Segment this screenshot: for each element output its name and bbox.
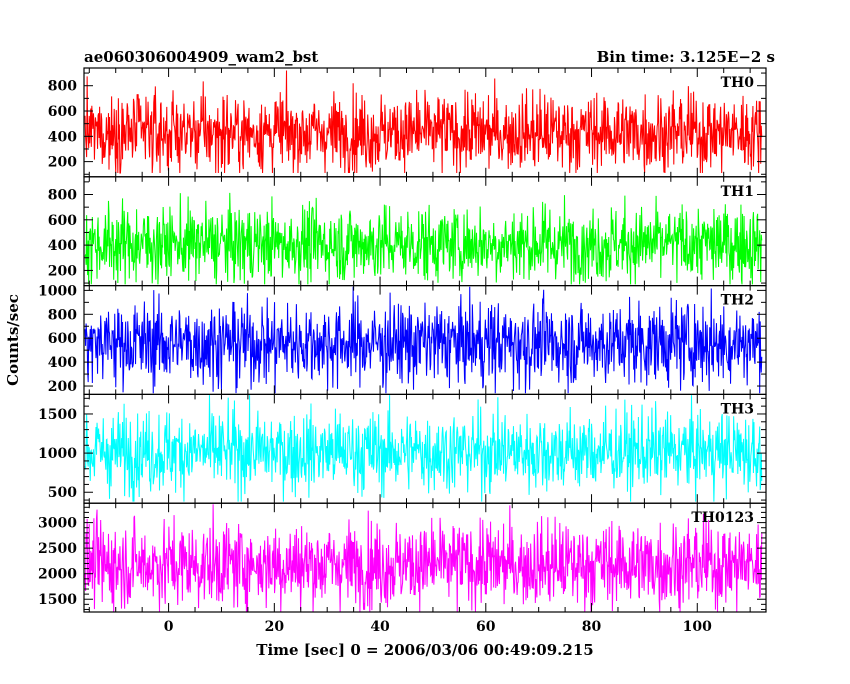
series-label-th2: TH2 xyxy=(721,293,754,309)
series-label-th3: TH3 xyxy=(721,401,754,417)
x-tick-label: 100 xyxy=(683,619,712,635)
y-tick-label: 800 xyxy=(48,79,77,95)
bin-time-label: Bin time: 3.125E−2 s xyxy=(597,48,775,66)
panel-frame xyxy=(83,502,767,613)
series-line-th3 xyxy=(84,395,763,502)
y-tick-label: 800 xyxy=(48,188,77,204)
x-tick-label: 40 xyxy=(370,619,390,635)
y-tick-label: 600 xyxy=(48,213,77,229)
y-tick-label: 600 xyxy=(48,104,77,120)
y-tick-label: 200 xyxy=(48,155,77,171)
x-axis-label: Time [sec] 0 = 2006/03/06 00:49:09.215 xyxy=(256,641,593,659)
y-tick-label: 200 xyxy=(48,379,77,395)
x-tick-label: 20 xyxy=(265,619,285,635)
x-tick-label: 60 xyxy=(476,619,496,635)
y-tick-label: 800 xyxy=(48,307,77,323)
panel-th3: 500 1000 1500 TH3 xyxy=(38,393,767,504)
y-tick-label: 3000 xyxy=(38,516,77,532)
x-tick-label: 80 xyxy=(582,619,602,635)
series-line-th0 xyxy=(84,70,763,174)
panel-th1: 200 400 600 800 TH1 xyxy=(48,176,767,287)
panel-th0: 200 400 600 800 TH0 xyxy=(48,67,767,178)
series-line-th0123 xyxy=(84,504,763,612)
y-tick-label: 1500 xyxy=(38,407,77,423)
series-label-th0: TH0 xyxy=(721,75,755,91)
y-tick-label: 400 xyxy=(48,129,77,145)
y-tick-label: 1500 xyxy=(38,592,77,608)
y-tick-label: 400 xyxy=(48,355,77,371)
y-tick-label: 400 xyxy=(48,238,77,254)
series-line-th1 xyxy=(84,192,763,285)
chart-title: ae060306004909_wam2_bst xyxy=(84,48,318,66)
y-tick-label: 1000 xyxy=(38,446,77,462)
y-tick-label: 600 xyxy=(48,331,77,347)
panel-th2: 200 400 600 800 1000 TH2 xyxy=(38,283,767,395)
y-tick-label: 2500 xyxy=(38,541,77,557)
series-line-th2 xyxy=(84,286,763,394)
y-axis-label: Counts/sec xyxy=(4,294,22,386)
y-tick-label: 200 xyxy=(48,263,77,279)
x-tick-label: 0 xyxy=(164,619,174,635)
panel-th0123: 1500 2000 2500 3000 TH0123 xyxy=(38,502,767,613)
y-tick-label: 2000 xyxy=(38,567,77,583)
series-label-th1: TH1 xyxy=(721,184,754,200)
y-tick-label: 1000 xyxy=(38,283,77,299)
y-tick-label: 500 xyxy=(48,485,77,501)
series-label-th0123: TH0123 xyxy=(691,510,754,526)
